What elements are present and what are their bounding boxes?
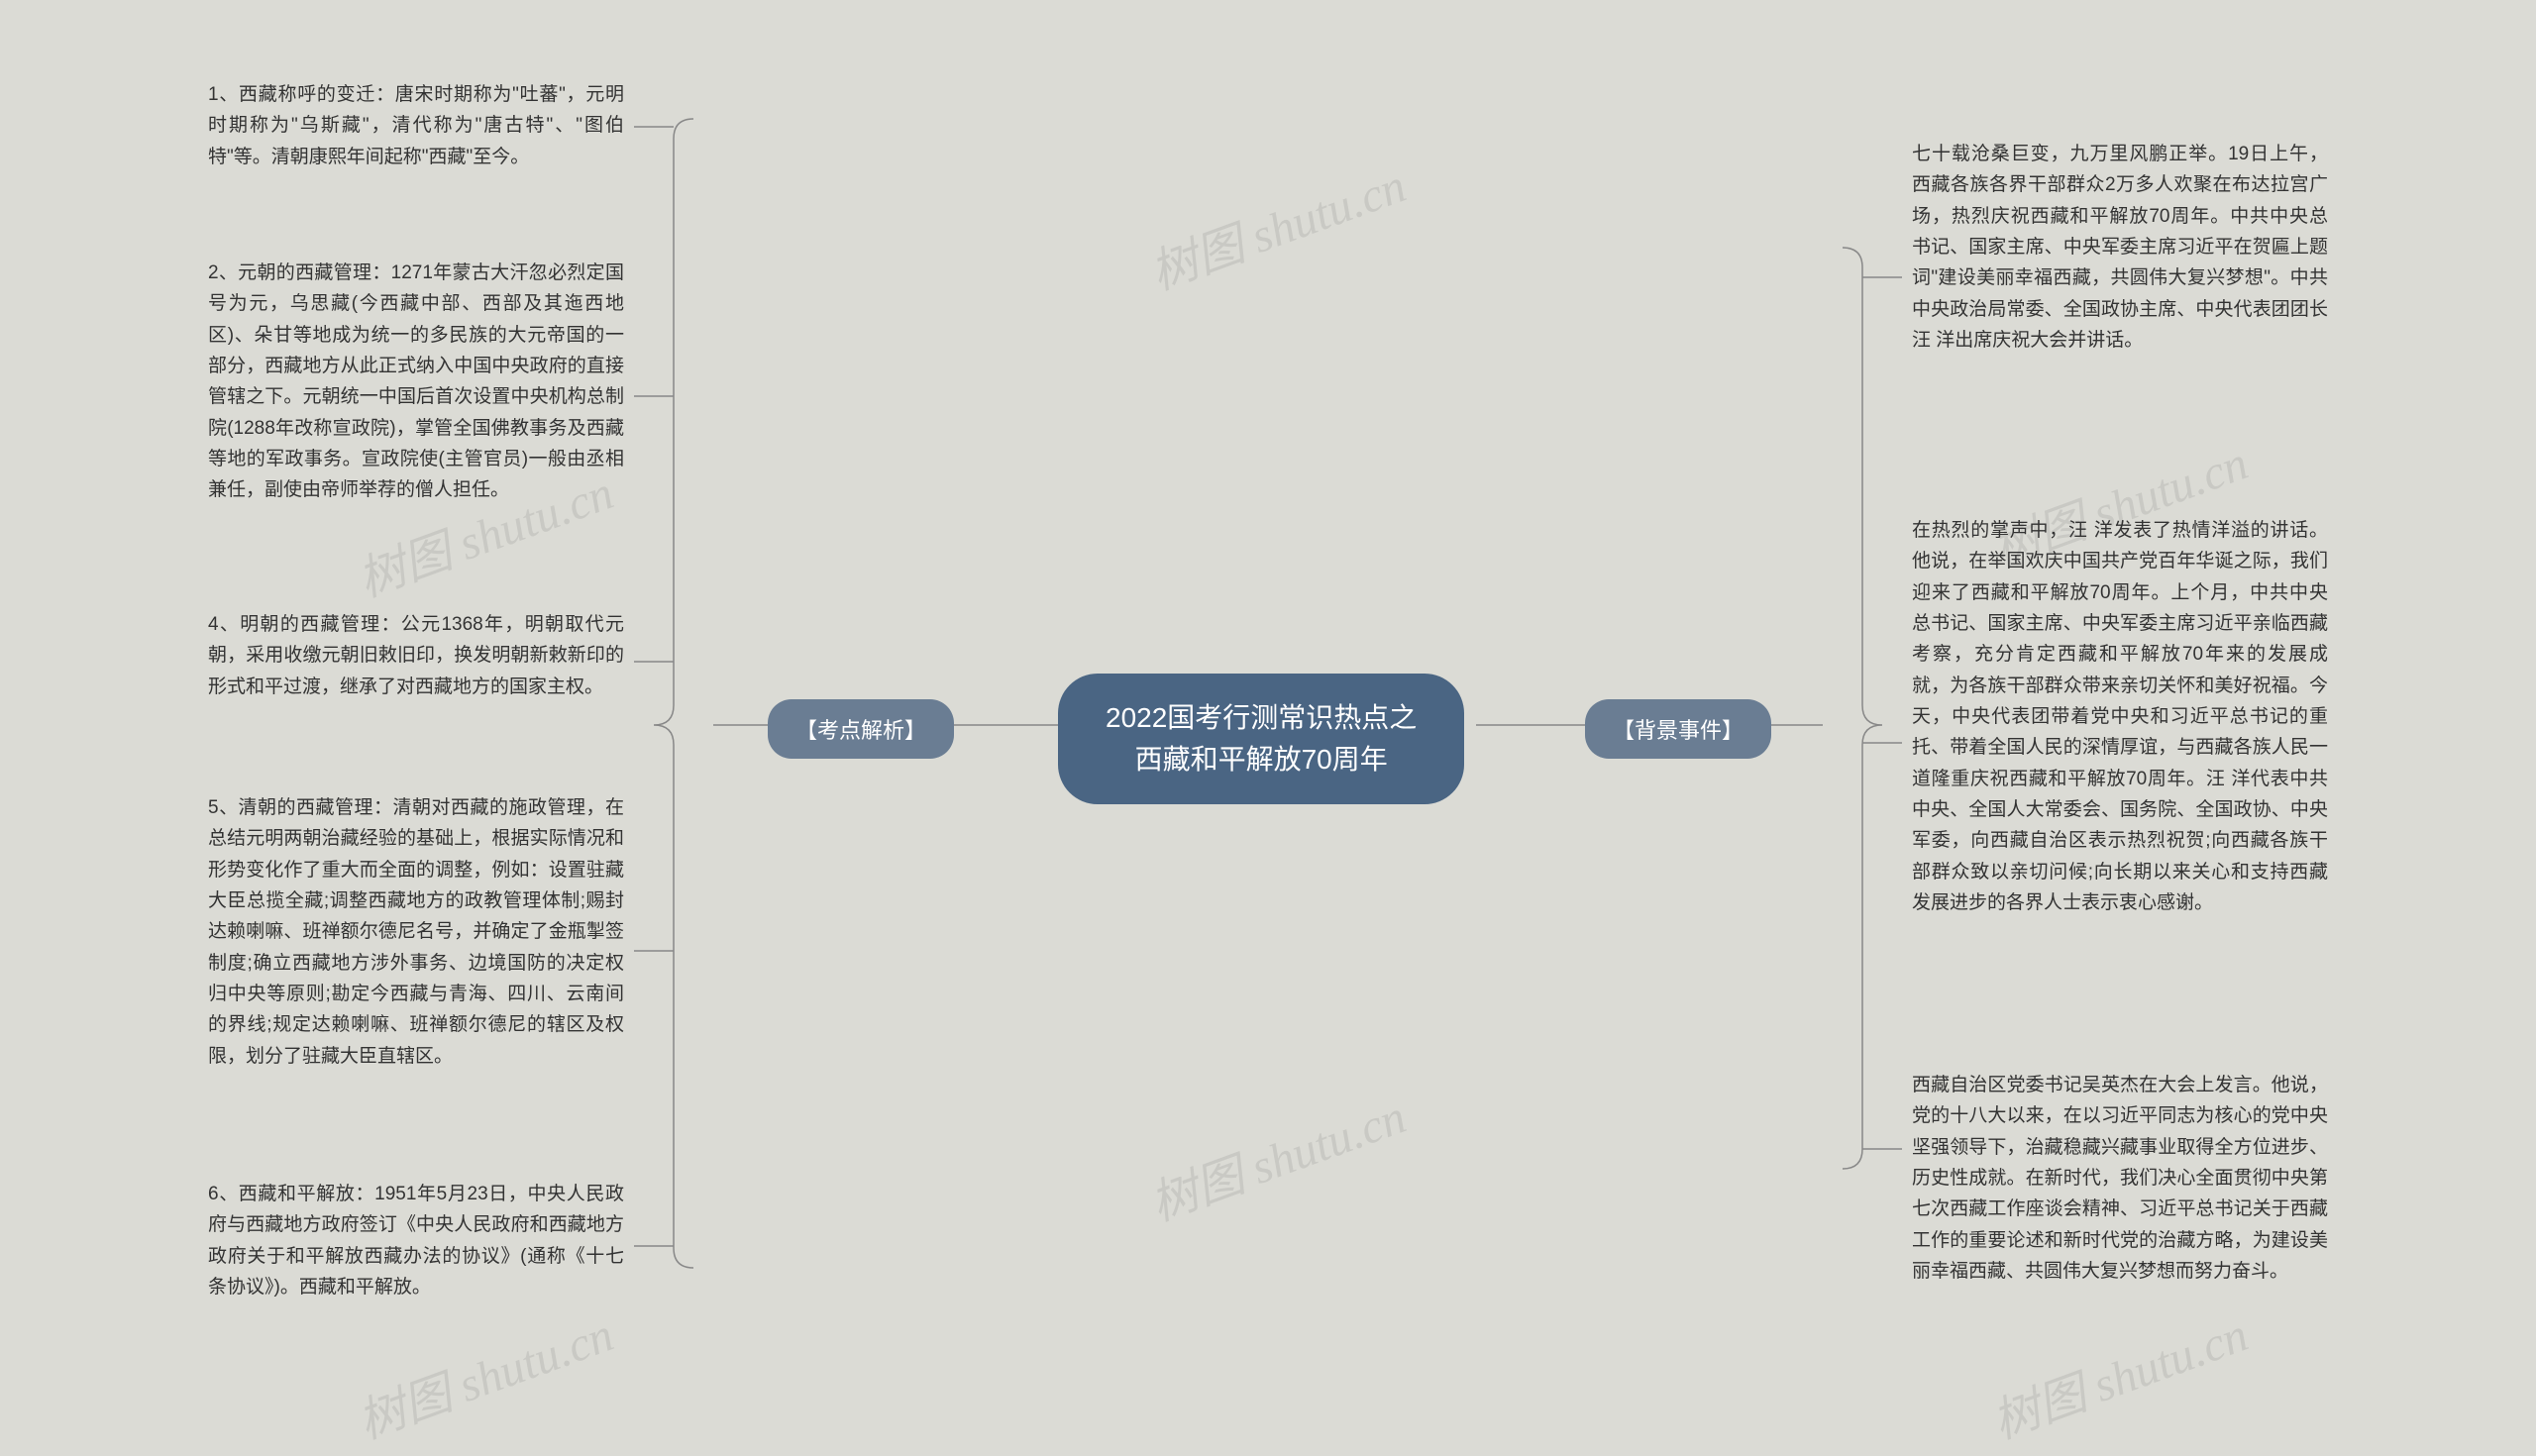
watermark: 树图 shutu.cn xyxy=(1139,147,1414,303)
left-leaf-5[interactable]: 6、西藏和平解放：1951年5月23日，中央人民政府与西藏地方政府签订《中央人民… xyxy=(208,1179,624,1302)
left-branch-label: 【考点解析】 xyxy=(795,718,926,743)
right-branch-label: 【背景事件】 xyxy=(1613,718,1744,743)
left-leaf-2[interactable]: 2、元朝的西藏管理：1271年蒙古大汗忽必烈定国号为元，乌思藏(今西藏中部、西部… xyxy=(208,258,624,506)
left-branch-node[interactable]: 【考点解析】 xyxy=(768,699,954,759)
watermark: 树图 shutu.cn xyxy=(1981,1296,2256,1452)
watermark: 树图 shutu.cn xyxy=(347,1296,621,1452)
watermark: 树图 shutu.cn xyxy=(1139,1078,1414,1234)
center-line1: 2022国考行测常识热点之 xyxy=(1106,697,1417,739)
right-leaf-1[interactable]: 七十载沧桑巨变，九万里风鹏正举。19日上午，西藏各族各界干部群众2万多人欢聚在布… xyxy=(1912,139,2328,356)
left-leaf-4[interactable]: 5、清朝的西藏管理：清朝对西藏的施政管理，在总结元明两朝治藏经验的基础上，根据实… xyxy=(208,792,624,1072)
mindmap-canvas: 树图 shutu.cn 树图 shutu.cn 树图 shutu.cn 树图 s… xyxy=(0,0,2536,1456)
right-branch-node[interactable]: 【背景事件】 xyxy=(1585,699,1771,759)
center-line2: 西藏和平解放70周年 xyxy=(1106,739,1417,780)
right-leaf-2[interactable]: 在热烈的掌声中，汪 洋发表了热情洋溢的讲话。他说，在举国欢庆中国共产党百年华诞之… xyxy=(1912,515,2328,918)
center-topic[interactable]: 2022国考行测常识热点之 西藏和平解放70周年 xyxy=(1058,674,1464,804)
right-leaf-3[interactable]: 西藏自治区党委书记吴英杰在大会上发言。他说，党的十八大以来，在以习近平同志为核心… xyxy=(1912,1070,2328,1287)
left-leaf-3[interactable]: 4、明朝的西藏管理：公元1368年，明朝取代元朝，采用收缴元朝旧敕旧印，换发明朝… xyxy=(208,609,624,702)
left-leaf-1[interactable]: 1、西藏称呼的变迁：唐宋时期称为"吐蕃"，元明时期称为"乌斯藏"，清代称为"唐古… xyxy=(208,79,624,172)
